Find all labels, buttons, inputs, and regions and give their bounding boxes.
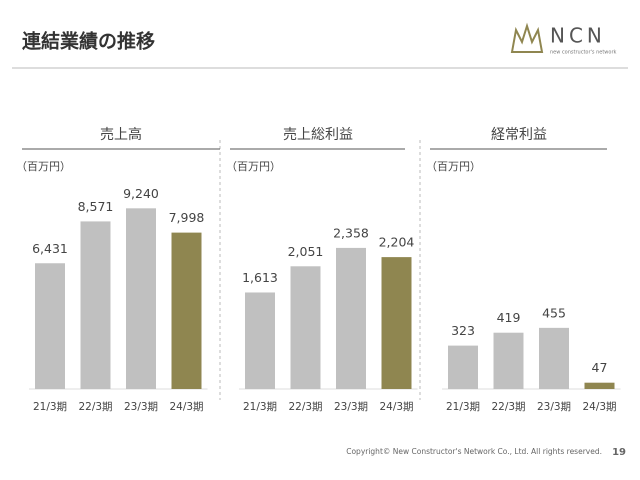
- logo: NCN new constructor's network: [510, 22, 616, 56]
- bar: [381, 257, 412, 389]
- x-tick-label: 21/3期: [33, 401, 67, 413]
- x-tick-label: 22/3期: [491, 401, 525, 413]
- x-tick-label: 23/3期: [334, 401, 368, 413]
- bar: [126, 208, 156, 389]
- copyright: Copyright© New Constructor's Network Co.…: [346, 447, 602, 456]
- unit-label: （百万円）: [16, 160, 71, 173]
- value-label: 6,431: [32, 241, 68, 256]
- x-tick-label: 21/3期: [243, 401, 277, 413]
- value-label: 419: [497, 310, 521, 325]
- bar: [584, 382, 615, 389]
- bar: [80, 221, 111, 389]
- x-tick-label: 23/3期: [537, 401, 571, 413]
- value-label: 7,998: [169, 210, 205, 225]
- value-label: 455: [542, 305, 566, 320]
- page-number: 19: [612, 447, 626, 458]
- x-tick-label: 24/3期: [582, 401, 616, 413]
- bar: [336, 247, 366, 389]
- x-tick-label: 21/3期: [446, 401, 480, 413]
- bar: [493, 332, 524, 389]
- unit-label: （百万円）: [226, 160, 281, 173]
- slide-title: 連結業績の推移: [22, 30, 155, 53]
- bar: [448, 345, 478, 389]
- x-tick-label: 22/3期: [288, 401, 322, 413]
- bar: [245, 292, 275, 389]
- bar: [171, 232, 202, 389]
- value-label: 9,240: [123, 186, 159, 201]
- value-label: 2,358: [333, 225, 369, 240]
- value-label: 2,204: [379, 235, 415, 250]
- bar: [290, 266, 321, 389]
- value-label: 323: [451, 323, 475, 338]
- x-tick-label: 23/3期: [124, 401, 158, 413]
- logo-name: NCN: [550, 24, 606, 48]
- unit-label: （百万円）: [426, 160, 481, 173]
- chart-title: 経常利益: [491, 127, 547, 143]
- value-label: 8,571: [78, 199, 114, 214]
- logo-tagline: new constructor's network: [550, 50, 616, 56]
- value-label: 47: [592, 360, 608, 375]
- x-tick-label: 24/3期: [379, 401, 413, 413]
- value-label: 2,051: [288, 244, 324, 259]
- bar: [539, 327, 569, 389]
- value-label: 1,613: [242, 270, 278, 285]
- chart-title: 売上総利益: [283, 127, 353, 143]
- chart-title: 売上高: [100, 126, 142, 143]
- x-tick-label: 24/3期: [169, 401, 203, 413]
- bar: [35, 263, 65, 389]
- logo-icon: [510, 22, 544, 53]
- x-tick-label: 22/3期: [78, 401, 112, 413]
